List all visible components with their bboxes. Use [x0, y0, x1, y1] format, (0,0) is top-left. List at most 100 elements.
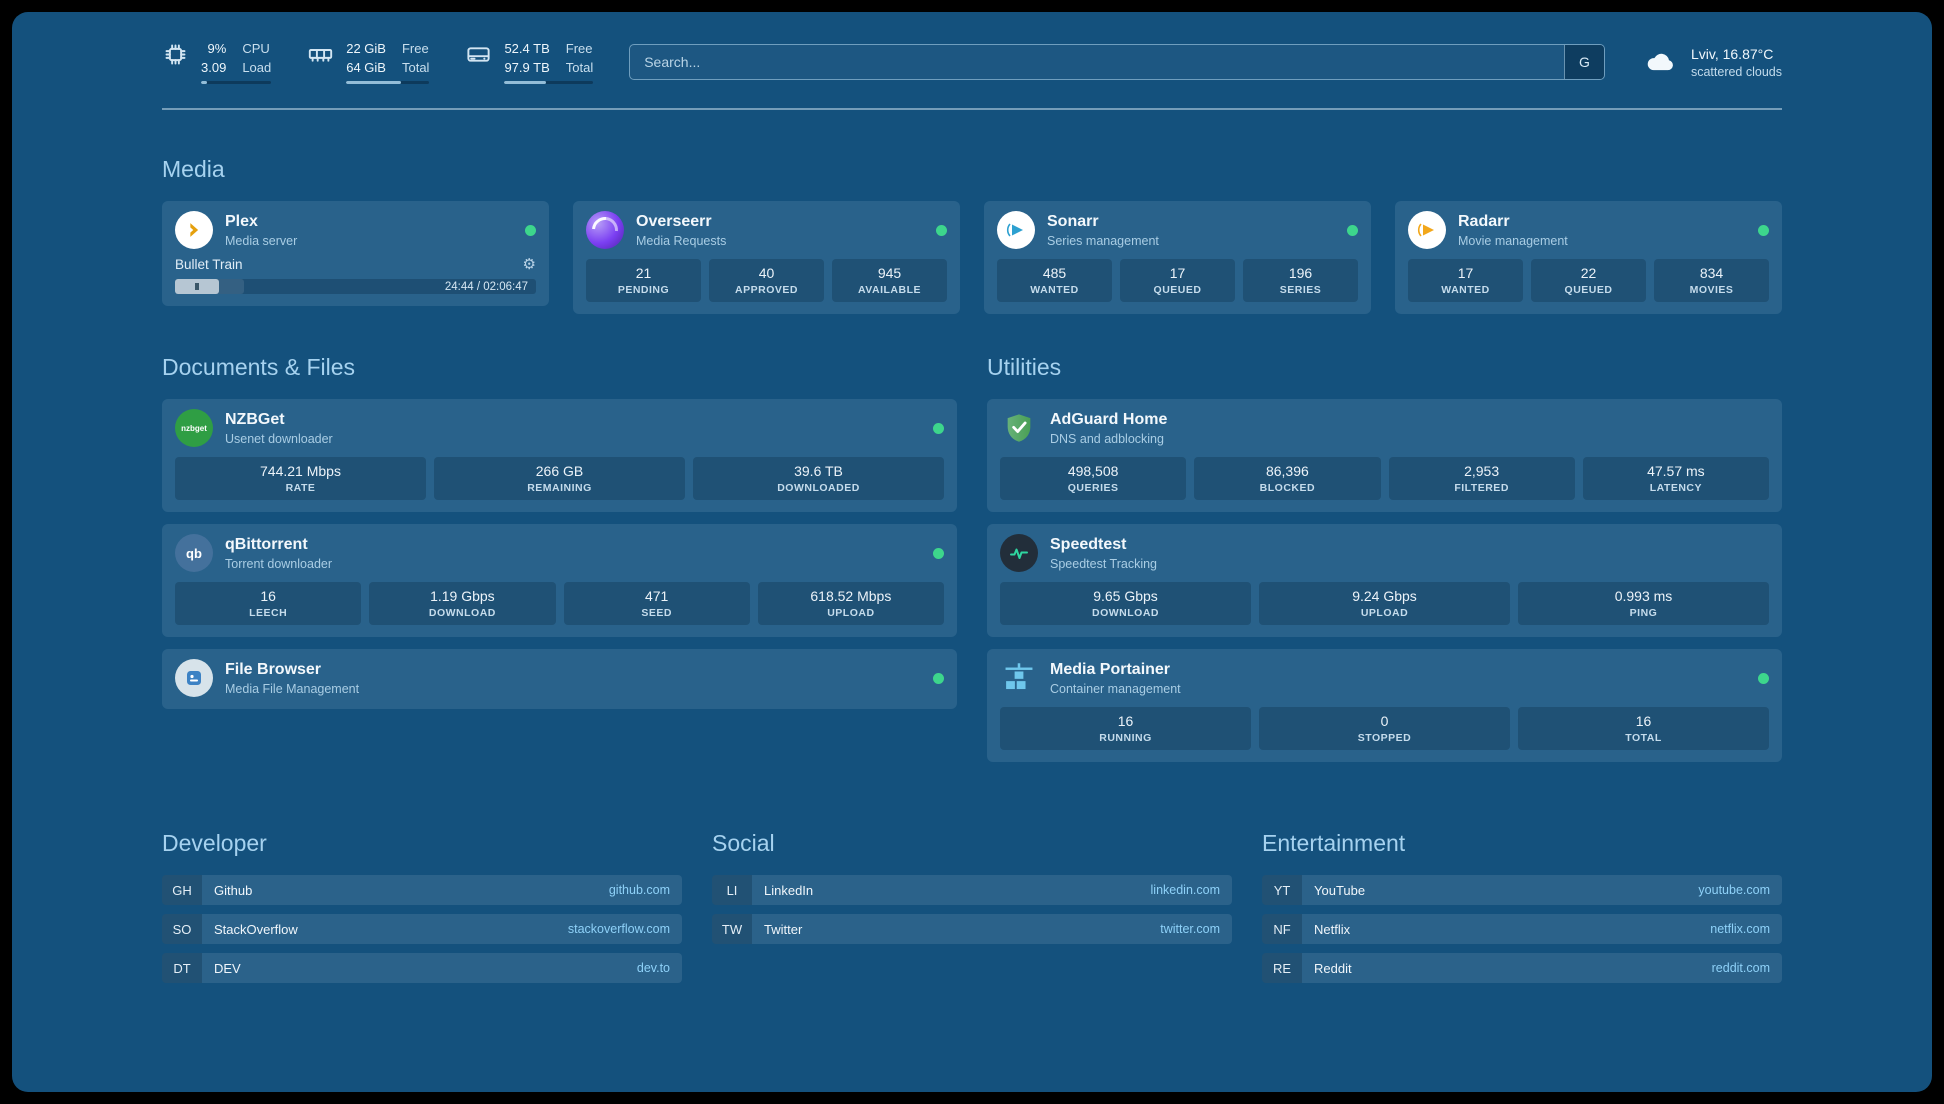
- pause-icon: [195, 283, 199, 291]
- search-input[interactable]: [630, 45, 1564, 80]
- search-bar: G: [629, 44, 1605, 81]
- stat-tile: 1.19 Gbps DOWNLOAD: [369, 582, 556, 626]
- weather-location: Lviv, 16.87°C: [1690, 45, 1774, 62]
- service-subtitle: Container management: [1050, 681, 1181, 696]
- radarr-icon: [1408, 211, 1446, 250]
- service-subtitle: Usenet downloader: [225, 431, 333, 446]
- gear-icon[interactable]: [523, 257, 536, 272]
- status-dot: [525, 224, 536, 236]
- section-utilities: Utilities: [987, 354, 1782, 774]
- stat-tile: 86,396 BLOCKED: [1194, 457, 1381, 501]
- stat-tile: 9.65 Gbps DOWNLOAD: [1000, 582, 1251, 626]
- weather-condition: scattered clouds: [1690, 64, 1782, 79]
- stat-tile: 17 WANTED: [1408, 259, 1523, 303]
- bookmark-dev[interactable]: DT DEV dev.to: [162, 953, 682, 984]
- disk-total-label: Total: [565, 59, 594, 75]
- bookmark-stackoverflow[interactable]: SO StackOverflow stackoverflow.com: [162, 914, 682, 945]
- bookmark-twitter[interactable]: TW Twitter twitter.com: [712, 914, 1232, 945]
- status-dot: [1347, 224, 1358, 236]
- service-subtitle: DNS and adblocking: [1050, 431, 1164, 446]
- status-dot: [936, 224, 947, 236]
- bookmark-youtube[interactable]: YT YouTube youtube.com: [1262, 875, 1782, 906]
- disk-widget: 52.4 TB Free 97.9 TB Total: [465, 40, 594, 85]
- stat-tile: 498,508 QUERIES: [1000, 457, 1187, 501]
- stat-tile: 485 WANTED: [997, 259, 1112, 303]
- status-dot: [1758, 224, 1769, 236]
- service-card-radarr[interactable]: Radarr Movie management 17 WANTED 22 QUE…: [1395, 201, 1782, 315]
- memory-total-value: 64 GiB: [346, 59, 386, 75]
- service-card-sonarr[interactable]: Sonarr Series management 485 WANTED 17 Q…: [984, 201, 1371, 315]
- disk-icon: [465, 41, 492, 68]
- now-playing-title: Bullet Train: [175, 257, 243, 273]
- service-subtitle: Torrent downloader: [225, 556, 333, 571]
- service-card-qbittorrent[interactable]: qb qBittorrent Torrent downloader 16 LEE…: [162, 524, 957, 638]
- status-dot: [933, 672, 944, 684]
- sonarr-icon: [997, 211, 1035, 250]
- bookmark-group-developer: Developer GH Github github.com SO StackO…: [162, 830, 682, 992]
- memory-total-label: Total: [401, 59, 430, 75]
- service-card-filebrowser[interactable]: File Browser Media File Management: [162, 649, 957, 710]
- stat-tile: 9.24 Gbps UPLOAD: [1259, 582, 1510, 626]
- disk-free-label: Free: [565, 41, 593, 56]
- bookmark-group-social: Social LI LinkedIn linkedin.com TW Twitt…: [712, 830, 1232, 953]
- stat-tile: 22 QUEUED: [1531, 259, 1646, 303]
- service-subtitle: Movie management: [1458, 233, 1568, 248]
- service-subtitle: Series management: [1047, 233, 1159, 248]
- stat-tile: 40 APPROVED: [709, 259, 824, 303]
- stat-tile: 39.6 TB DOWNLOADED: [693, 457, 944, 501]
- stat-tile: 834 MOVIES: [1654, 259, 1769, 303]
- section-documents: Documents & Files nzbget NZBGet Usenet d…: [162, 354, 957, 721]
- memory-icon: [307, 41, 334, 68]
- cpu-usage-label: CPU: [242, 41, 270, 56]
- service-title: NZBGet: [225, 410, 285, 428]
- service-title: Sonarr: [1047, 212, 1099, 230]
- service-subtitle: Media Requests: [636, 233, 727, 248]
- bookmark-github[interactable]: GH Github github.com: [162, 875, 682, 906]
- cpu-usage-value: 9%: [207, 41, 227, 56]
- stat-tile: 0 STOPPED: [1259, 707, 1510, 751]
- bookmark-linkedin[interactable]: LI LinkedIn linkedin.com: [712, 875, 1232, 906]
- bookmark-heading-entertainment: Entertainment: [1262, 830, 1406, 857]
- service-card-overseerr[interactable]: Overseerr Media Requests 21 PENDING 40 A…: [573, 201, 960, 315]
- plex-now-playing: Bullet Train 24:44 / 02:06:47: [175, 257, 536, 295]
- stat-tile: 618.52 Mbps UPLOAD: [757, 582, 944, 626]
- service-title: Plex: [225, 212, 258, 230]
- service-card-adguard[interactable]: AdGuard Home DNS and adblocking 498,508 …: [987, 399, 1782, 513]
- nzbget-icon: nzbget: [175, 409, 213, 448]
- portainer-icon: [1000, 659, 1038, 697]
- bookmark-netflix[interactable]: NF Netflix netflix.com: [1262, 914, 1782, 945]
- stat-tile: 16 TOTAL: [1518, 707, 1769, 751]
- memory-free-value: 22 GiB: [346, 41, 386, 56]
- playback-progress-bar[interactable]: 24:44 / 02:06:47: [175, 279, 536, 295]
- filebrowser-icon: [175, 659, 213, 698]
- service-subtitle: Speedtest Tracking: [1050, 556, 1158, 571]
- status-dot: [933, 422, 944, 434]
- stat-tile: 17 QUEUED: [1120, 259, 1235, 303]
- service-title: Speedtest: [1050, 535, 1127, 553]
- service-card-plex[interactable]: Plex Media server Bullet Train: [162, 201, 549, 307]
- service-title: Media Portainer: [1050, 660, 1171, 678]
- cpu-icon: [162, 41, 189, 68]
- topbar-divider: [162, 108, 1782, 111]
- cpu-load-label: Load: [242, 59, 272, 75]
- weather-widget: Lviv, 16.87°C scattered clouds: [1641, 46, 1782, 79]
- service-title: Radarr: [1458, 212, 1510, 230]
- service-card-speedtest[interactable]: Speedtest Speedtest Tracking 9.65 Gbps D…: [987, 524, 1782, 638]
- pause-button[interactable]: [175, 279, 219, 295]
- system-stats: 9% CPU 3.09 Load: [162, 40, 594, 85]
- search-provider-button[interactable]: G: [1563, 45, 1604, 80]
- memory-free-label: Free: [401, 41, 429, 56]
- service-title: qBittorrent: [225, 535, 308, 553]
- service-subtitle: Media server: [225, 233, 298, 248]
- service-title: AdGuard Home: [1050, 410, 1168, 428]
- stat-tile: 47.57 ms LATENCY: [1582, 457, 1769, 501]
- bookmark-reddit[interactable]: RE Reddit reddit.com: [1262, 953, 1782, 984]
- stat-tile: 266 GB REMAINING: [434, 457, 685, 501]
- stat-tile: 744.21 Mbps RATE: [175, 457, 426, 501]
- service-card-portainer[interactable]: Media Portainer Container management 16 …: [987, 649, 1782, 763]
- disk-free-value: 52.4 TB: [504, 41, 550, 56]
- section-heading-documents: Documents & Files: [162, 354, 356, 381]
- service-card-nzbget[interactable]: nzbget NZBGet Usenet downloader 744.21 M…: [162, 399, 957, 513]
- qbittorrent-icon: qb: [175, 534, 213, 573]
- service-title: File Browser: [225, 660, 322, 678]
